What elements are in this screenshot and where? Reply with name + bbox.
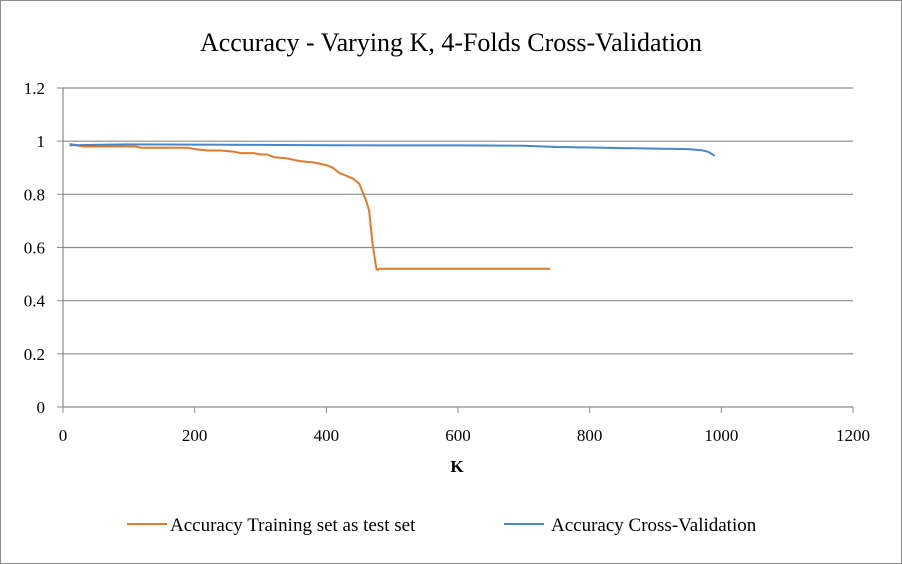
legend: Accuracy Training set as test set Accurac…	[127, 515, 757, 536]
x-tick-label: 800	[577, 426, 603, 445]
series-line-1	[69, 142, 551, 272]
legend-label-1: Accuracy Training set as test set	[170, 515, 416, 536]
axis-layer: 0 0.2 0.4 0.6 0.8 1 1.2 0 200 400 600 800 1000 1200	[24, 79, 870, 445]
y-tick-label: 0.2	[24, 345, 45, 364]
chart-title: Accuracy - Varying K, 4-Folds Cross-Vali…	[200, 28, 702, 57]
y-tick-label: 0.8	[24, 185, 45, 204]
series-layer	[69, 142, 716, 272]
x-tick-label: 400	[314, 426, 340, 445]
y-tick-label: 0.6	[24, 239, 45, 258]
y-tick-label: 1.2	[24, 79, 45, 98]
y-tick-label: 0.4	[24, 292, 46, 311]
x-tick-label: 600	[445, 426, 471, 445]
x-tick-label: 200	[182, 426, 208, 445]
series-line-2	[69, 143, 716, 157]
x-tick-label: 1200	[836, 426, 870, 445]
x-tick-label: 0	[59, 426, 68, 445]
legend-label-2: Accuracy Cross-Validation	[551, 515, 757, 536]
x-tick-label: 1000	[704, 426, 738, 445]
grid-layer	[63, 87, 853, 355]
y-tick-label: 1	[37, 132, 46, 151]
y-tick-label: 0	[37, 398, 46, 417]
x-axis-label: K	[450, 457, 464, 476]
